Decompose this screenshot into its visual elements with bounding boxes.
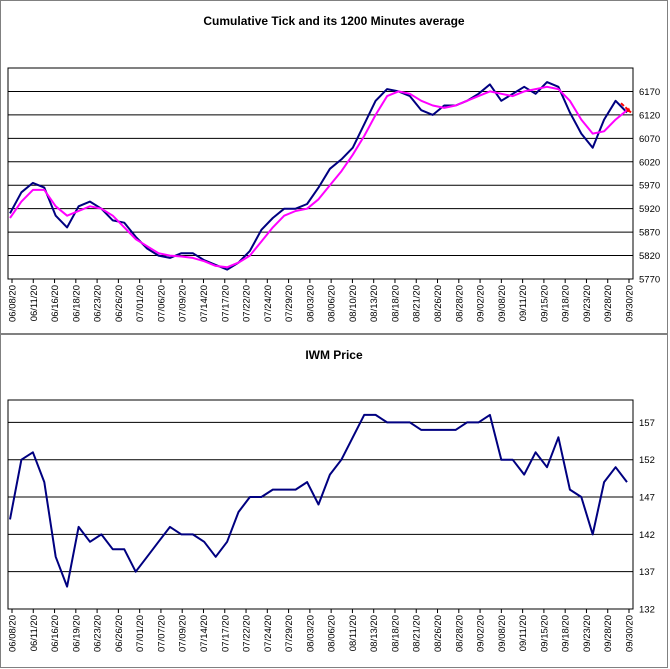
tick-x-tick-label: 09/30/20 (625, 285, 636, 322)
iwm-x-tick-label: 07/14/20 (199, 615, 210, 652)
iwm-x-tick-label: 09/15/20 (539, 615, 550, 652)
tick-x-tick-label: 06/23/20 (93, 285, 104, 322)
iwm-y-tick-label: 132 (639, 605, 655, 616)
iwm-x-tick-label: 09/28/20 (603, 615, 614, 652)
iwm-x-tick-label: 09/18/20 (561, 615, 572, 652)
iwm-y-tick-label: 142 (639, 530, 655, 541)
tick-chart-panel: Cumulative Tick and its 1200 Minutes ave… (0, 0, 668, 334)
iwm-x-tick-label: 09/30/20 (625, 615, 636, 652)
iwm-x-tick-label: 08/21/20 (412, 615, 423, 652)
iwm-x-tick-label: 09/11/20 (518, 615, 529, 651)
tick-chart-svg: 5770 5820 5870 5920 5970 6020 6070 6120 6170 06/0… (7, 67, 660, 322)
tick-x-tick-label: 08/10/20 (348, 285, 359, 322)
iwm-chart-panel: IWM Price 132 137 142 147 152 157 06/08/20 06/1… (0, 334, 668, 668)
tick-arrow-head (626, 107, 631, 113)
tick-x-tick-label: 09/08/20 (497, 285, 508, 322)
iwm-x-tick-label: 07/01/20 (135, 615, 146, 652)
tick-x-tick-label: 07/29/20 (284, 285, 295, 322)
tick-x-tick-label: 07/09/20 (178, 285, 189, 322)
iwm-x-tick-label: 09/02/20 (476, 615, 487, 652)
iwm-x-tick-label: 08/26/20 (433, 615, 444, 652)
tick-x-tick-label: 06/16/20 (50, 285, 61, 322)
tick-x-tick-label: 07/17/20 (220, 285, 231, 322)
iwm-y-tick-label: 137 (639, 567, 655, 578)
tick-x-tick-label: 07/01/20 (135, 285, 146, 322)
iwm-x-tick-label: 06/26/20 (114, 615, 125, 652)
tick-x-tick-label: 06/26/20 (114, 285, 125, 322)
tick-y-tick-label: 6120 (639, 110, 660, 121)
iwm-x-tick-label: 08/03/20 (305, 615, 316, 652)
iwm-x-tick-label: 08/06/20 (327, 615, 338, 652)
iwm-x-tick-label: 07/07/20 (156, 615, 167, 652)
iwm-x-tick-label: 06/11/20 (29, 615, 40, 651)
tick-y-tick-label: 6170 (639, 87, 660, 98)
iwm-x-tick-label: 08/28/20 (454, 615, 465, 652)
tick-chart-title: Cumulative Tick and its 1200 Minutes ave… (203, 14, 465, 28)
iwm-x-tick-label: 08/13/20 (369, 615, 380, 652)
iwm-x-tick-label: 07/24/20 (263, 615, 274, 652)
iwm-chart-svg: 132 137 142 147 152 157 06/08/20 06/11/20 06/16/… (7, 399, 655, 652)
tick-x-tick-label: 09/28/20 (603, 285, 614, 322)
tick-y-tick-label: 6020 (639, 157, 660, 168)
tick-x-tick-label: 08/21/20 (412, 285, 423, 322)
tick-x-tick-label: 07/24/20 (263, 285, 274, 322)
tick-x-tick-label: 09/15/20 (539, 285, 550, 322)
tick-x-tick-label: 09/23/20 (582, 285, 593, 322)
iwm-x-tick-label: 06/08/20 (8, 615, 19, 652)
iwm-plot-area (7, 399, 634, 610)
tick-x-tick-label: 07/22/20 (242, 285, 253, 322)
iwm-x-tick-label: 09/08/20 (497, 615, 508, 652)
tick-series-line-2 (620, 102, 632, 114)
tick-x-tick-label: 08/28/20 (454, 285, 465, 322)
tick-x-tick-label: 06/11/20 (29, 285, 40, 321)
tick-x-tick-label: 08/06/20 (327, 285, 338, 322)
tick-x-tick-label: 09/11/20 (518, 285, 529, 321)
iwm-x-tick-label: 08/18/20 (390, 615, 401, 652)
iwm-x-tick-label: 06/16/20 (50, 615, 61, 652)
tick-x-tick-label: 08/18/20 (390, 285, 401, 322)
tick-x-tick-label: 09/02/20 (476, 285, 487, 322)
tick-y-tick-label: 6070 (639, 134, 660, 145)
tick-x-tick-label: 07/14/20 (199, 285, 210, 322)
tick-x-tick-label: 06/08/20 (8, 285, 19, 322)
tick-x-tick-label: 09/18/20 (561, 285, 572, 322)
iwm-x-tick-label: 09/23/20 (582, 615, 593, 652)
iwm-y-tick-label: 147 (639, 493, 655, 504)
tick-y-tick-label: 5770 (639, 275, 660, 286)
tick-y-tick-label: 5820 (639, 251, 660, 262)
tick-y-tick-label: 5920 (639, 204, 660, 215)
iwm-y-tick-label: 152 (639, 455, 655, 466)
tick-y-tick-label: 5970 (639, 181, 660, 192)
tick-series-line-0 (9, 81, 628, 271)
iwm-x-tick-label: 06/23/20 (93, 615, 104, 652)
tick-plot-area (7, 67, 634, 280)
iwm-x-tick-label: 07/09/20 (178, 615, 189, 652)
tick-x-tick-label: 06/18/20 (71, 285, 82, 322)
iwm-x-tick-label: 06/19/20 (71, 615, 82, 652)
tick-x-tick-label: 08/03/20 (305, 285, 316, 322)
iwm-series-line-0 (9, 413, 628, 588)
iwm-chart-title: IWM Price (305, 348, 363, 362)
iwm-x-tick-label: 07/22/20 (242, 615, 253, 652)
iwm-y-tick-label: 157 (639, 418, 655, 429)
tick-x-tick-label: 08/13/20 (369, 285, 380, 322)
tick-series-line-1 (9, 85, 628, 269)
iwm-x-tick-label: 08/11/20 (348, 615, 359, 651)
tick-y-tick-label: 5870 (639, 228, 660, 239)
iwm-x-tick-label: 07/17/20 (220, 615, 231, 652)
tick-x-tick-label: 08/26/20 (433, 285, 444, 322)
iwm-x-tick-label: 07/29/20 (284, 615, 295, 652)
tick-x-tick-label: 07/06/20 (156, 285, 167, 322)
